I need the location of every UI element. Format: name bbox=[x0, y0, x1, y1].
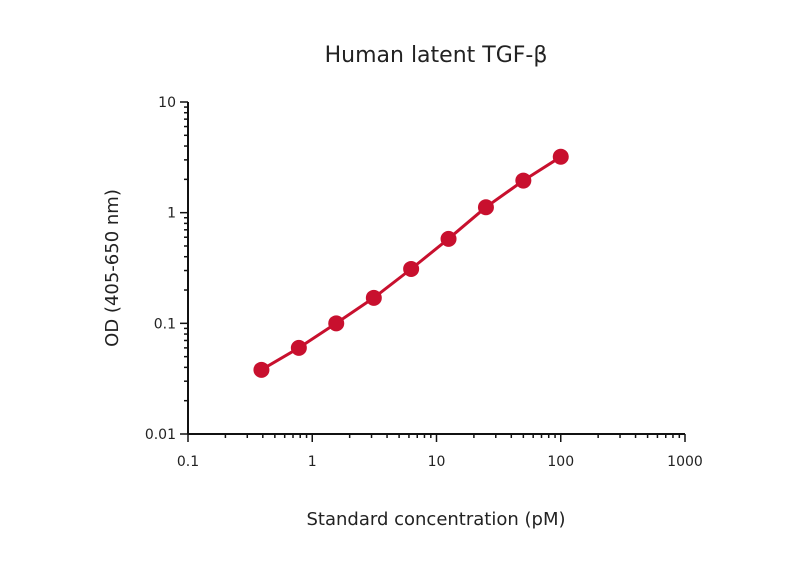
data-point bbox=[328, 315, 345, 332]
axes bbox=[187, 102, 685, 435]
data-point bbox=[552, 148, 569, 165]
series-layer bbox=[253, 148, 569, 378]
data-point bbox=[290, 339, 307, 356]
data-point bbox=[440, 230, 457, 247]
ticks bbox=[180, 101, 686, 442]
y-tick-label: 0.01 bbox=[145, 427, 176, 443]
y-tick-label: 1 bbox=[167, 206, 176, 222]
data-point bbox=[477, 199, 494, 216]
y-tick-label: 0.1 bbox=[154, 316, 176, 332]
y-tick-label: 10 bbox=[158, 95, 176, 111]
x-tick-label: 1 bbox=[308, 454, 317, 470]
x-tick-label: 0.1 bbox=[177, 454, 199, 470]
x-tick-label: 1000 bbox=[667, 454, 703, 470]
data-point bbox=[515, 172, 532, 189]
y-axis-label: OD (405-650 nm) bbox=[102, 189, 123, 347]
x-tick-label: 10 bbox=[428, 454, 446, 470]
chart-title: Human latent TGF-β bbox=[325, 43, 548, 68]
data-point bbox=[365, 289, 382, 306]
data-point bbox=[403, 260, 420, 277]
x-tick-label: 100 bbox=[547, 454, 574, 470]
data-point bbox=[253, 361, 270, 378]
x-axis-label: Standard concentration (pM) bbox=[307, 509, 566, 530]
